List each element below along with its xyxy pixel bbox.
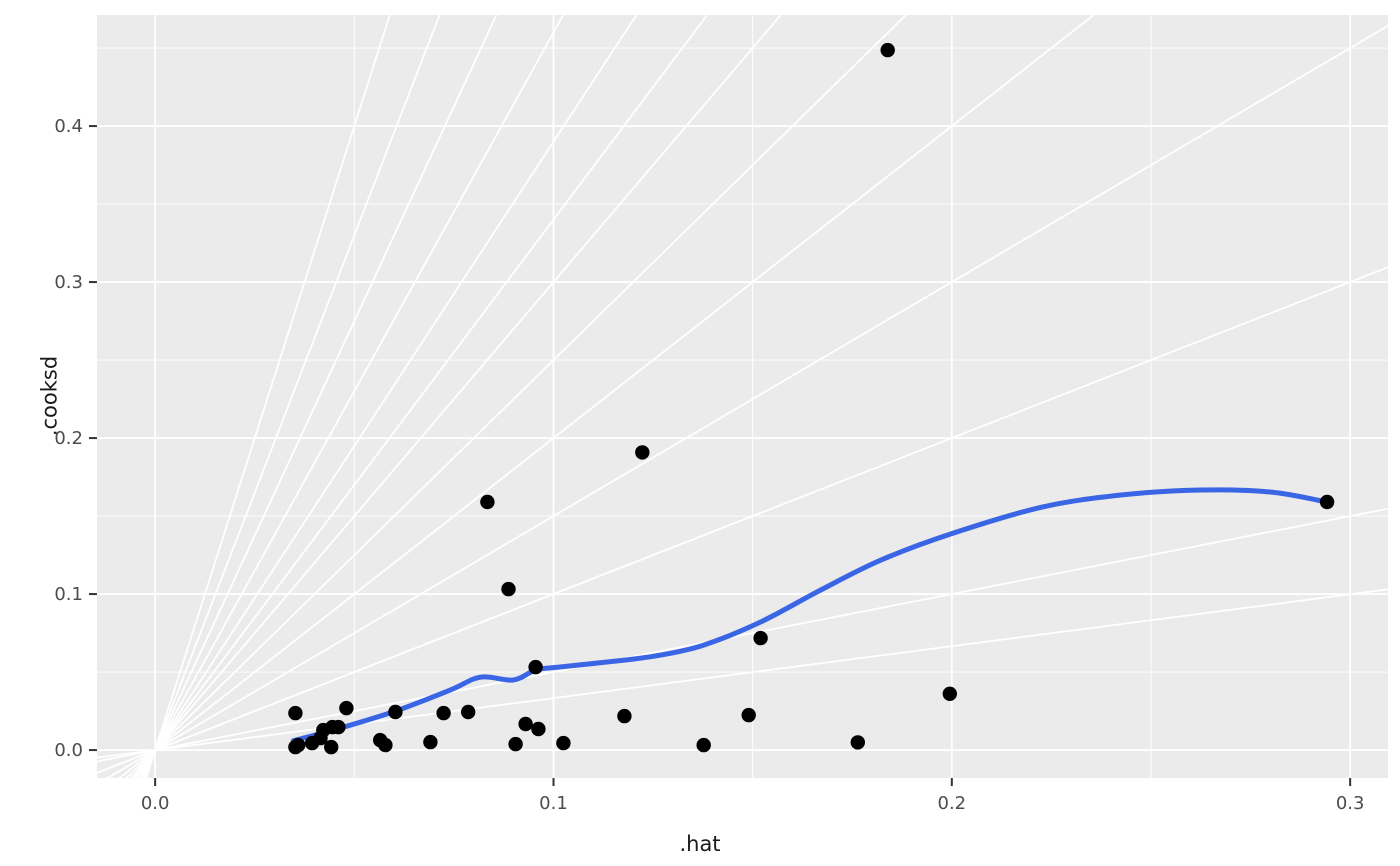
y-axis-title: .cooksd	[37, 355, 62, 437]
data-point	[480, 494, 495, 510]
contour-ray	[125, 15, 908, 778]
axis-tick-marks	[89, 125, 1352, 786]
data-point	[291, 737, 306, 753]
major-gridlines	[97, 15, 1388, 778]
contour-ray	[118, 15, 1096, 778]
contour-ray	[97, 507, 1388, 763]
data-point	[501, 581, 516, 597]
data-point	[423, 734, 438, 750]
contour-ray	[135, 15, 638, 778]
contour-ray	[105, 24, 1388, 778]
y-tick-label: 0.3	[54, 272, 83, 293]
data-point	[388, 704, 403, 720]
data-point	[436, 705, 451, 721]
data-point	[461, 704, 476, 720]
minor-gridlines	[97, 15, 1388, 778]
x-tick-label: 0.3	[1336, 793, 1365, 814]
x-tick-labels: 0.0 0.1 0.2 0.3	[141, 793, 1365, 814]
data-point	[942, 686, 957, 701]
contour-ray	[145, 15, 391, 778]
smooth-trend-line	[290, 487, 1330, 744]
data-point	[556, 735, 571, 751]
y-tick-label: 0.4	[54, 116, 83, 137]
y-tick-label: 0.1	[54, 584, 83, 605]
data-point	[508, 736, 523, 752]
contour-ray	[143, 15, 441, 778]
data-point	[331, 719, 346, 735]
data-point	[880, 42, 895, 58]
data-point	[741, 707, 756, 723]
x-tick-label: 0.0	[141, 793, 170, 814]
data-point	[753, 630, 768, 646]
contour-ray-lines	[97, 15, 1388, 778]
data-point	[1319, 494, 1335, 510]
data-point	[288, 705, 303, 721]
y-tick-labels: 0.0 0.1 0.2 0.3 0.4	[54, 116, 83, 761]
x-tick-label: 0.1	[539, 793, 568, 814]
data-point	[518, 716, 533, 732]
y-tick-label: 0.0	[54, 740, 83, 761]
contour-ray	[141, 15, 498, 778]
contour-ray	[130, 15, 782, 778]
data-point	[378, 737, 393, 753]
x-axis-title: .hat	[679, 832, 721, 856]
contour-ray	[97, 588, 1388, 759]
data-point	[617, 708, 632, 724]
data-point	[696, 737, 711, 753]
plot-panel	[97, 15, 1388, 778]
contour-ray	[97, 266, 1388, 774]
data-point	[339, 700, 354, 716]
contour-ray	[138, 15, 565, 778]
data-point	[528, 659, 543, 675]
data-point	[531, 721, 546, 737]
data-point	[324, 739, 339, 755]
x-tick-label: 0.2	[938, 793, 967, 814]
data-points	[288, 42, 1335, 755]
y-tick-label: 0.2	[54, 428, 83, 449]
data-point	[850, 735, 865, 750]
data-point	[635, 445, 650, 460]
contour-ray	[133, 15, 709, 778]
